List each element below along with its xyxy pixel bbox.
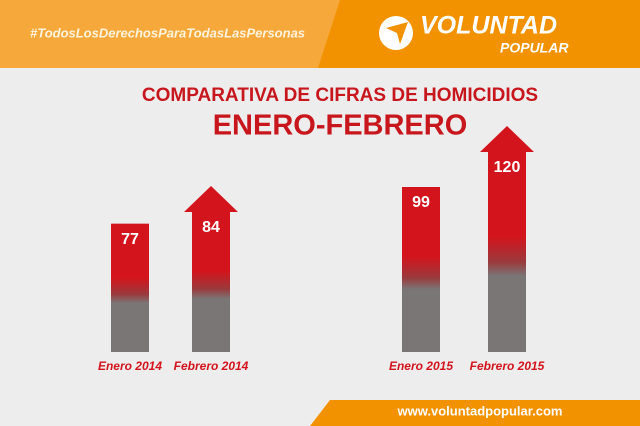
arrow-head: [184, 186, 238, 212]
logo-arrow: [386, 22, 408, 44]
chart-title: COMPARATIVA DE CIFRAS DE HOMICIDIOS: [142, 85, 538, 106]
x-tick-label: Febrero 2015: [470, 359, 545, 373]
x-tick-label: Enero 2015: [389, 359, 453, 373]
bar: [111, 223, 149, 352]
arrow-head: [480, 126, 534, 152]
footer-band: [310, 400, 640, 426]
header-left: [0, 0, 340, 68]
bar: [402, 187, 440, 352]
bar: [488, 152, 526, 352]
value-label: 84: [202, 219, 220, 236]
bar: [192, 212, 230, 352]
x-tick-label: Febrero 2014: [174, 359, 249, 373]
value-label: 120: [494, 159, 521, 176]
logo-top: VOLUNTAD: [420, 12, 557, 40]
chart-subtitle: ENERO-FEBRERO: [213, 110, 468, 142]
value-label: 99: [412, 194, 430, 211]
logo-bottom: POPULAR: [500, 40, 569, 56]
footer-url: www.voluntadpopular.com: [397, 403, 563, 418]
logo-icon: [379, 16, 413, 50]
hashtag: #TodosLosDerechosParaTodasLasPersonas: [30, 25, 305, 40]
value-label: 77: [121, 231, 139, 248]
x-tick-label: Enero 2014: [98, 359, 162, 373]
